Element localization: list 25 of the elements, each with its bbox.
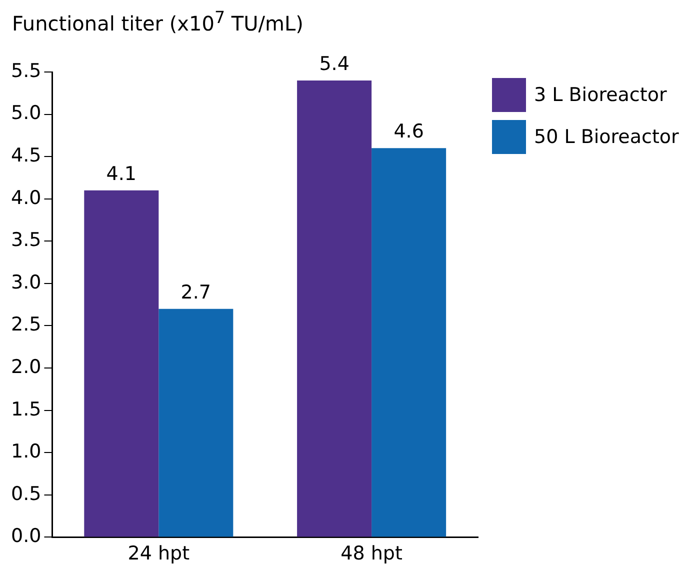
- y-tick-label: 3.5: [11, 229, 42, 252]
- y-axis-title: Functional titer (x10$^{7}$ TU/mL): [11, 8, 304, 38]
- y-tick-label: 5.0: [11, 102, 42, 124]
- x-tick-label: 48 hpt: [340, 542, 402, 565]
- data-label: 4.1: [106, 162, 137, 185]
- bar: [158, 308, 234, 537]
- y-tick-label: 0.0: [11, 525, 42, 548]
- y-tick-label: 4.0: [11, 186, 42, 209]
- data-label: 4.6: [394, 120, 424, 143]
- bar: [84, 190, 159, 537]
- bar: [297, 80, 372, 537]
- data-label: 5.4: [319, 52, 350, 75]
- y-tick-label: 0.5: [11, 482, 42, 505]
- legend-label: 3 L Bioreactor: [534, 84, 667, 106]
- y-tick-label: 1.0: [11, 440, 42, 463]
- y-tick-label: 3.0: [11, 271, 42, 294]
- y-tick-label: 2.0: [11, 356, 42, 378]
- y-tick-label: 1.5: [11, 398, 42, 420]
- bar: [372, 148, 446, 537]
- x-tick-label: 24 hpt: [128, 542, 190, 565]
- data-label: 2.7: [180, 281, 212, 304]
- y-tick-label: 4.5: [11, 144, 42, 167]
- y-tick-label: 2.5: [11, 314, 42, 336]
- y-tick-label: 5.5: [11, 60, 42, 82]
- legend-label: 50 L Bioreactor: [534, 126, 679, 148]
